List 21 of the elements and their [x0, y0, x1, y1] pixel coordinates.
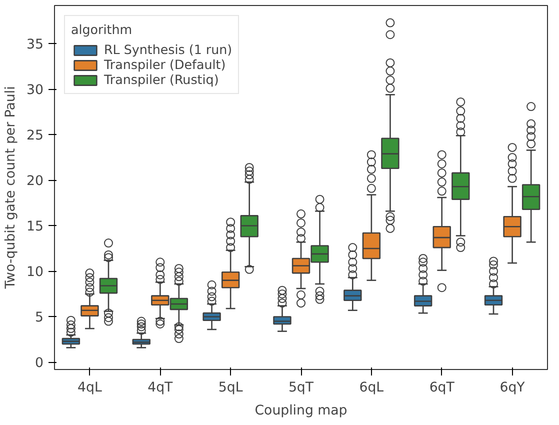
y-tick-label: 30: [26, 83, 44, 98]
y-tick-label: 5: [35, 310, 44, 326]
y-tick-label: 0: [35, 356, 44, 372]
legend-label: Transpiler (Default): [104, 57, 226, 72]
y-tick-label: 35: [26, 38, 44, 53]
y-tick-label: 20: [26, 174, 44, 190]
x-axis-title: Coupling map: [254, 404, 348, 418]
legend-label: RL Synthesis (1 run): [104, 42, 232, 57]
y-tick-label: 10: [26, 265, 44, 280]
y-tick-label: 25: [26, 128, 44, 144]
x-tick-label: 5qT: [288, 380, 314, 396]
y-tick-label: 15: [26, 220, 44, 235]
x-tick-label: 6qT: [429, 380, 456, 396]
legend-title: algorithm: [71, 22, 134, 37]
x-tick-label: 6qY: [500, 380, 526, 396]
x-tick-label: 4qT: [148, 380, 174, 396]
y-axis-title: Two-qubit gate count per Pauli: [4, 86, 19, 290]
x-tick-label: 5qL: [218, 380, 244, 396]
x-tick-label: 6qL: [359, 380, 384, 396]
legend-label: Transpiler (Rustiq): [104, 72, 219, 87]
x-tick-label: 4qL: [78, 380, 102, 396]
